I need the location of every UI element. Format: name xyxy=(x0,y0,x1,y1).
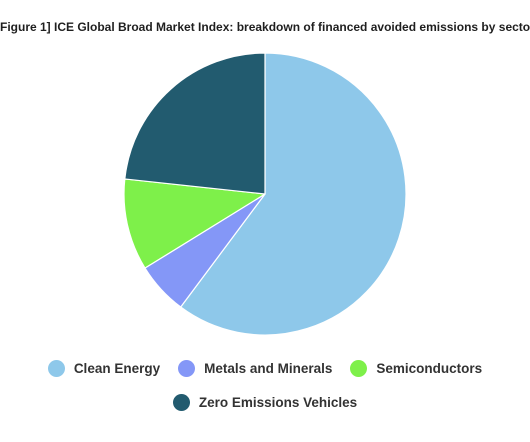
pie-slices xyxy=(123,52,407,336)
legend-item-semiconductors[interactable]: Semiconductors xyxy=(350,360,482,377)
legend-swatch-metals-and-minerals xyxy=(178,360,196,377)
pie-slice-semiconductors[interactable] xyxy=(123,178,266,269)
pie-slice-clean-energy[interactable] xyxy=(180,52,407,336)
legend-swatch-clean-energy xyxy=(47,360,65,377)
legend-swatch-zero-emissions-vehicles xyxy=(172,394,190,411)
legend-label-zero-emissions-vehicles: Zero Emissions Vehicles xyxy=(198,395,358,410)
legend-label-metals-and-minerals: Metals and Minerals xyxy=(204,361,333,376)
legend-item-clean-energy[interactable]: Clean Energy xyxy=(47,360,161,377)
legend-item-metals-and-minerals[interactable]: Metals and Minerals xyxy=(178,360,332,377)
chart-title: [Figure 1] ICE Global Broad Market Index… xyxy=(0,20,530,34)
legend-row-1: Clean Energy Metals and Minerals Semicon… xyxy=(0,360,530,377)
legend-label-semiconductors: Semiconductors xyxy=(376,361,483,376)
legend-swatch-semiconductors xyxy=(350,360,368,377)
legend-label-clean-energy: Clean Energy xyxy=(73,361,161,376)
legend-row-2: Zero Emissions Vehicles xyxy=(0,394,530,411)
legend-item-zero-emissions-vehicles[interactable]: Zero Emissions Vehicles xyxy=(172,394,358,411)
pie-slice-zero-emissions-vehicles[interactable] xyxy=(124,52,266,195)
